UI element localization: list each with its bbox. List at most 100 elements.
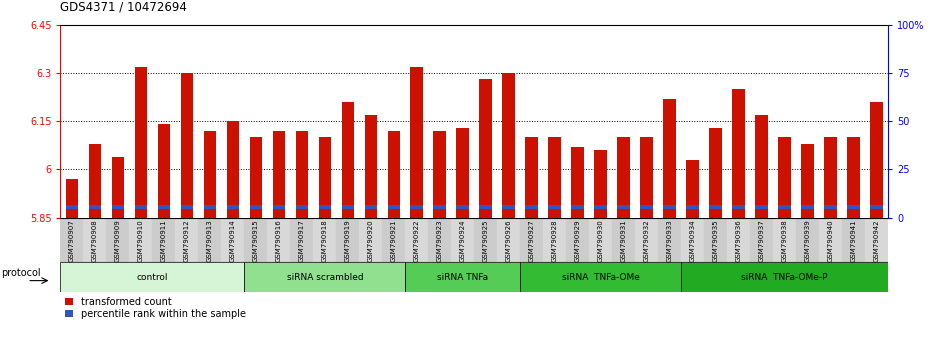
Bar — [773, 218, 796, 262]
Bar — [319, 205, 331, 209]
Bar — [313, 218, 337, 262]
Text: GSM790940: GSM790940 — [828, 219, 833, 262]
Bar — [272, 131, 286, 218]
Text: GSM790926: GSM790926 — [506, 219, 512, 262]
Bar — [180, 205, 193, 209]
Bar — [227, 205, 239, 209]
Bar — [865, 218, 888, 262]
Bar — [480, 205, 492, 209]
Bar — [549, 205, 561, 209]
Bar — [502, 73, 515, 218]
Bar — [663, 205, 676, 209]
Text: GSM790925: GSM790925 — [483, 219, 489, 262]
Bar — [135, 205, 147, 209]
Text: GSM790930: GSM790930 — [598, 219, 604, 262]
Bar — [198, 218, 221, 262]
Bar — [249, 205, 262, 209]
Text: GSM790910: GSM790910 — [138, 219, 144, 262]
Bar — [480, 79, 492, 218]
Text: GSM790929: GSM790929 — [575, 219, 580, 262]
Text: GSM790907: GSM790907 — [69, 219, 75, 262]
Bar — [618, 205, 630, 209]
Bar — [296, 131, 308, 218]
Bar — [112, 156, 125, 218]
Text: GSM790911: GSM790911 — [161, 219, 166, 262]
Bar — [112, 205, 125, 209]
Bar — [267, 218, 290, 262]
Bar — [135, 67, 147, 218]
Bar — [686, 160, 699, 218]
Bar — [710, 128, 722, 218]
Bar — [571, 147, 584, 218]
Bar — [612, 218, 635, 262]
Bar — [498, 218, 520, 262]
Bar — [66, 179, 78, 218]
Bar — [778, 137, 791, 218]
Text: GSM790931: GSM790931 — [620, 219, 627, 262]
Bar — [549, 137, 561, 218]
Text: GSM790909: GSM790909 — [115, 219, 121, 262]
Bar — [594, 150, 607, 218]
Bar — [681, 218, 704, 262]
Text: GSM790924: GSM790924 — [459, 219, 466, 262]
Bar — [474, 218, 498, 262]
Text: GSM790935: GSM790935 — [712, 219, 719, 262]
Text: GSM790920: GSM790920 — [368, 219, 374, 262]
Bar — [66, 205, 78, 209]
Bar — [153, 218, 176, 262]
Bar — [433, 131, 446, 218]
Text: siRNA  TNFa-OMe-P: siRNA TNFa-OMe-P — [741, 273, 828, 281]
Bar — [778, 205, 791, 209]
Bar — [249, 137, 262, 218]
Bar — [641, 137, 653, 218]
Bar — [755, 205, 768, 209]
Bar — [520, 262, 681, 292]
Text: GDS4371 / 10472694: GDS4371 / 10472694 — [60, 0, 187, 13]
Bar — [710, 205, 722, 209]
Bar — [457, 205, 469, 209]
Text: GSM790917: GSM790917 — [299, 219, 305, 262]
Bar — [733, 89, 745, 218]
Bar — [88, 205, 101, 209]
Bar — [525, 205, 538, 209]
Bar — [751, 218, 773, 262]
Bar — [686, 205, 699, 209]
Bar — [658, 218, 681, 262]
Text: GSM790942: GSM790942 — [873, 219, 880, 262]
Text: GSM790915: GSM790915 — [253, 219, 259, 262]
Text: GSM790922: GSM790922 — [414, 219, 419, 262]
Bar — [60, 218, 84, 262]
Bar — [704, 218, 727, 262]
Bar — [245, 218, 267, 262]
Bar — [819, 218, 843, 262]
Bar — [319, 137, 331, 218]
Text: GSM790914: GSM790914 — [230, 219, 236, 262]
Bar — [802, 144, 814, 218]
Text: GSM790916: GSM790916 — [276, 219, 282, 262]
Bar — [755, 115, 768, 218]
Text: siRNA  TNFa-OMe: siRNA TNFa-OMe — [562, 273, 640, 281]
Bar — [157, 125, 170, 218]
Bar — [847, 205, 860, 209]
Bar — [405, 218, 429, 262]
Bar — [733, 205, 745, 209]
Bar — [641, 205, 653, 209]
Text: GSM790932: GSM790932 — [644, 219, 650, 262]
Bar — [525, 137, 538, 218]
Bar — [129, 218, 153, 262]
Text: GSM790918: GSM790918 — [322, 219, 328, 262]
Bar — [410, 67, 423, 218]
Legend: transformed count, percentile rank within the sample: transformed count, percentile rank withi… — [65, 297, 246, 319]
Bar — [60, 262, 245, 292]
Text: GSM790936: GSM790936 — [736, 219, 742, 262]
Bar — [296, 205, 308, 209]
Bar — [388, 205, 400, 209]
Text: GSM790923: GSM790923 — [437, 219, 443, 262]
Bar — [204, 205, 216, 209]
Bar — [457, 128, 469, 218]
Bar — [566, 218, 590, 262]
Text: GSM790921: GSM790921 — [391, 219, 397, 262]
Text: GSM790937: GSM790937 — [759, 219, 764, 262]
Text: GSM790908: GSM790908 — [92, 219, 98, 262]
Bar — [520, 218, 543, 262]
